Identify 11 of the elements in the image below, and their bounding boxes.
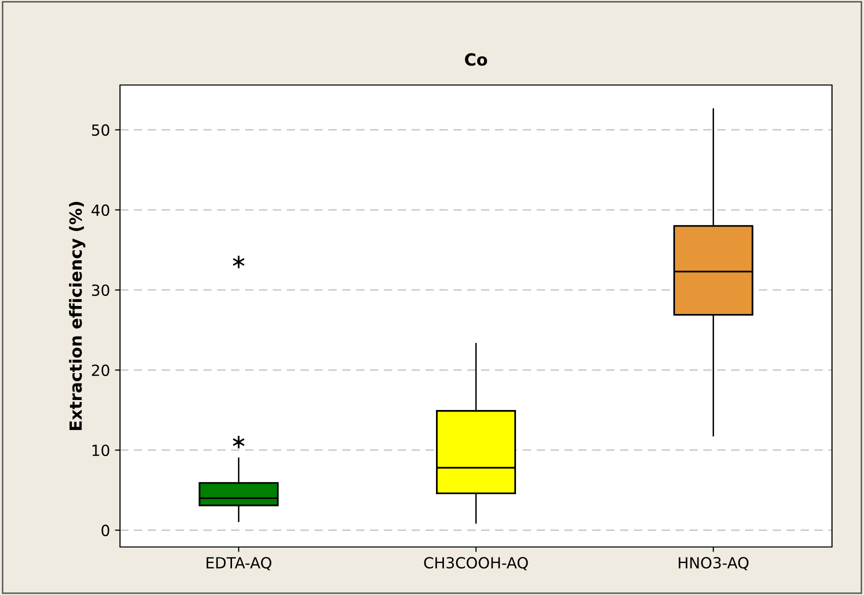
x-tick-label: HNO3-AQ: [678, 556, 748, 570]
x-tick-label: CH3COOH-AQ: [424, 556, 528, 570]
y-tick-label: 0: [102, 524, 110, 536]
y-tick-label: 50: [92, 124, 110, 136]
y-tick-label: 40: [92, 204, 110, 216]
y-tick-label: 30: [92, 284, 110, 296]
chart-title: Co: [464, 53, 488, 66]
y-tick-label: 20: [92, 364, 110, 376]
x-tick-label: EDTA-AQ: [206, 556, 272, 570]
y-tick-label: 10: [92, 444, 110, 456]
y-axis-title: Extraction efficiency (%): [69, 202, 86, 430]
